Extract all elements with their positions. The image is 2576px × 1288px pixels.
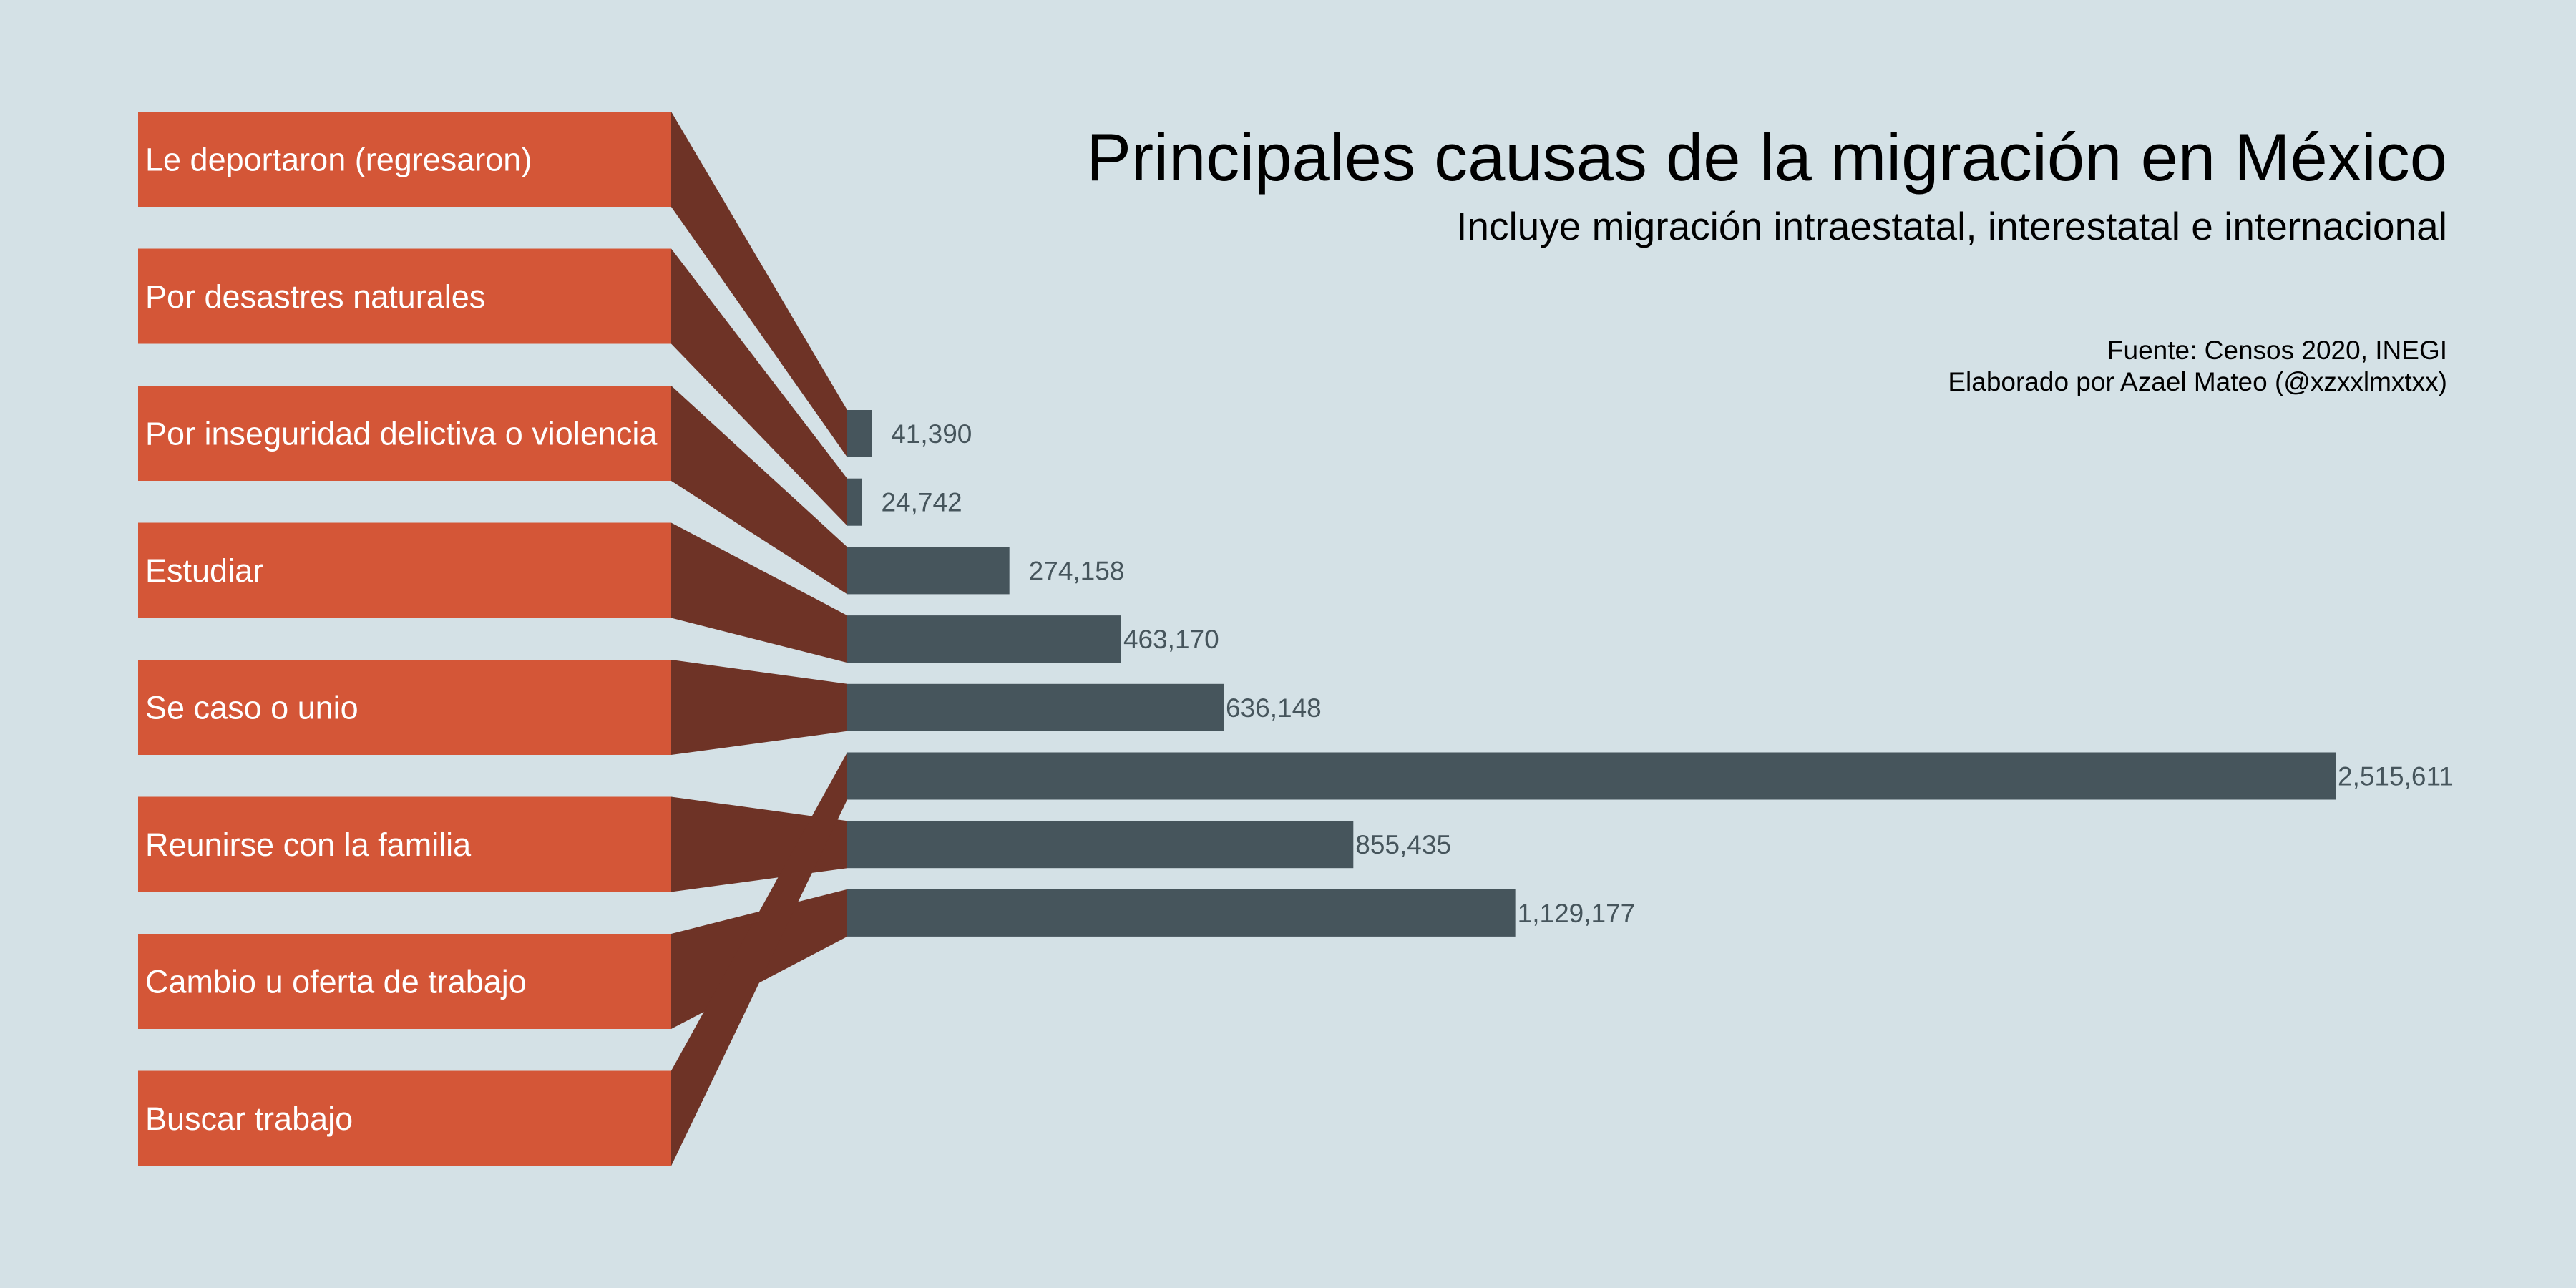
bar-value-label: 1,129,177 [1518, 899, 1636, 928]
bar-value-label: 463,170 [1123, 625, 1219, 654]
connector-band [671, 386, 847, 595]
bar [847, 889, 1516, 937]
bar [847, 821, 1354, 869]
bar-value-label: 2,515,611 [2338, 762, 2454, 791]
category-label: Por inseguridad delictiva o violencia [145, 416, 658, 452]
source-credit: Fuente: Censos 2020, INEGI [2107, 336, 2447, 365]
connector-band [671, 112, 847, 457]
connector-band [671, 660, 847, 755]
connector-band [671, 522, 847, 663]
category-label: Le deportaron (regresaron) [145, 142, 532, 178]
category-label-box [138, 934, 671, 1029]
category-label-layer: Le deportaron (regresaron) Por desastres … [138, 112, 671, 1166]
category-label: Por desastres naturales [145, 278, 485, 315]
connector-band [671, 248, 847, 526]
chart-title: Principales causas de la migración en Mé… [1086, 119, 2447, 195]
bar [847, 752, 2336, 800]
bar [847, 683, 1224, 731]
category-label-box [138, 1070, 671, 1166]
category-label: Reunirse con la familia [145, 826, 472, 863]
bar-value-label: 24,742 [881, 488, 962, 517]
bar-layer [847, 410, 2336, 937]
bar-value-label: 41,390 [891, 419, 972, 449]
connector-layer [671, 112, 847, 1166]
category-label-box [138, 386, 671, 481]
category-label: Estudiar [145, 552, 263, 589]
category-label-box [138, 522, 671, 618]
category-label-box [138, 248, 671, 344]
bar [847, 547, 1010, 595]
bar-value-label: 636,148 [1226, 693, 1322, 723]
bar [847, 410, 872, 457]
category-label: Buscar trabajo [145, 1101, 353, 1137]
bar-value-label: 855,435 [1355, 830, 1451, 859]
bar [847, 615, 1121, 663]
bar-value-label: 274,158 [1029, 556, 1125, 585]
category-label: Se caso o unio [145, 690, 358, 726]
author-credit: Elaborado por Azael Mateo (@xzxxlmxtxx) [1948, 367, 2447, 396]
category-label-box [138, 112, 671, 207]
category-label: Cambio u oferta de trabajo [145, 964, 527, 1000]
value-label-layer: 41,390 24,742 274,158 463,170 636,148 855,435… [881, 419, 2453, 928]
connector-band [671, 752, 847, 1166]
category-label-box [138, 660, 671, 755]
category-label-box [138, 796, 671, 892]
bar [847, 478, 862, 526]
chart-subtitle: Incluye migración intraestatal, interest… [1456, 204, 2447, 248]
